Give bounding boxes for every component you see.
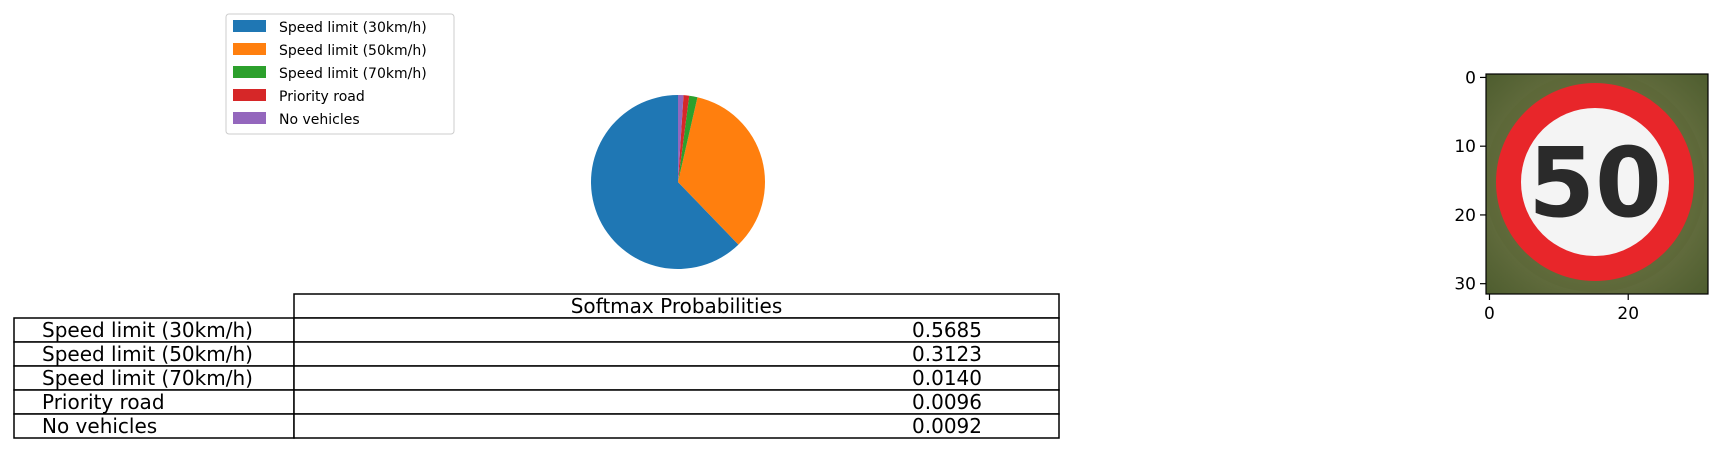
table-row-label: Speed limit (70km/h)	[42, 366, 253, 390]
table-row-value: 0.0096	[912, 390, 982, 414]
pie-chart	[591, 95, 765, 269]
table-row-label: Priority road	[42, 390, 165, 414]
legend-swatch-4	[233, 89, 266, 101]
pie-slice-3	[678, 95, 698, 182]
legend-label-2: Speed limit (50km/h)	[279, 43, 427, 59]
legend-swatch-5	[233, 112, 266, 124]
x-tick-label: 0	[1484, 304, 1495, 324]
legend-label-4: Priority road	[279, 89, 365, 105]
table-header-cell	[293, 293, 1060, 319]
y-tick-label: 10	[1454, 137, 1476, 157]
table-row-label: Speed limit (50km/h)	[42, 342, 253, 366]
legend: Speed limit (30km/h) Speed limit (50km/h)…	[225, 13, 455, 135]
pie-slice-4	[678, 95, 690, 182]
legend-label-1: Speed limit (30km/h)	[279, 20, 427, 36]
image-axes-frame	[1485, 73, 1709, 295]
table-row-value: 0.3123	[912, 342, 982, 366]
image-axes: 50 0 20 0 10 20 30	[1454, 68, 1709, 324]
table-row-value: 0.5685	[912, 318, 982, 342]
y-tick-label: 30	[1454, 275, 1476, 295]
x-tick-label: 20	[1617, 304, 1639, 324]
table-row-label-cell	[13, 413, 295, 439]
sign-white-center	[1521, 108, 1669, 256]
legend-label-3: Speed limit (70km/h)	[279, 66, 427, 82]
table-value-cell	[293, 413, 1060, 439]
probability-table: Softmax Probabilities Speed limit (30km/h…	[13, 293, 1060, 439]
table-row-value: 0.0092	[912, 414, 982, 438]
y-tick-label: 0	[1465, 68, 1476, 88]
y-tick-label: 20	[1454, 206, 1476, 226]
pie-slice-1	[591, 95, 739, 269]
legend-swatch-1	[233, 20, 266, 32]
table-row-value: 0.0140	[912, 366, 982, 390]
sign-image: 50	[1486, 74, 1708, 294]
table-value-cell	[293, 389, 1060, 415]
pie-slice-2	[678, 97, 765, 245]
pie-slice-5	[678, 95, 684, 182]
sign-number: 50	[1528, 127, 1662, 239]
legend-label-5: No vehicles	[279, 112, 360, 128]
legend-frame	[225, 13, 455, 135]
image-ticks: 0 20 0 10 20 30	[1454, 68, 1639, 324]
table-row-label: No vehicles	[42, 414, 157, 438]
legend-swatch-3	[233, 66, 266, 78]
table-value-cell	[293, 365, 1060, 391]
table-row-label: Speed limit (30km/h)	[42, 318, 253, 342]
legend-swatch-2	[233, 43, 266, 55]
table-column-header: Softmax Probabilities	[571, 294, 783, 318]
